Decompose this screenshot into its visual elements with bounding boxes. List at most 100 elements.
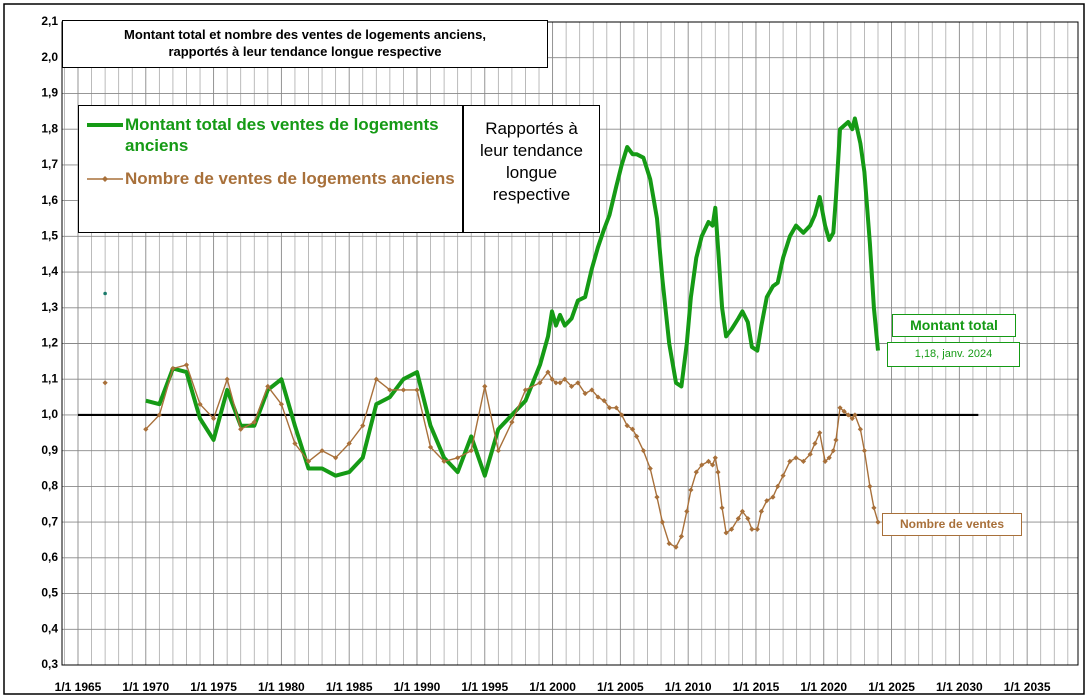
note-line: longue <box>505 163 558 182</box>
marker <box>693 469 699 475</box>
y-tick-label: 0,6 <box>41 550 58 564</box>
marker <box>699 462 705 468</box>
marker <box>568 383 575 389</box>
marker <box>582 390 588 397</box>
label-count: Nombre de ventes <box>882 513 1022 536</box>
title-line: rapportés à leur tendance longue respect… <box>168 44 442 59</box>
marker <box>852 412 858 418</box>
marker <box>143 426 149 432</box>
marker <box>684 508 690 514</box>
x-tick-label: 1/1 2030 <box>936 680 983 694</box>
marker <box>861 448 868 454</box>
plot-border <box>61 21 1079 666</box>
marker <box>210 415 217 422</box>
marker <box>224 376 230 382</box>
note-line: leur tendance <box>479 141 584 160</box>
marker <box>589 387 595 393</box>
marker <box>822 458 828 464</box>
y-tick-label: 1,3 <box>41 300 58 314</box>
legend-swatch <box>87 176 123 182</box>
marker <box>666 540 672 547</box>
marker <box>793 455 799 461</box>
marker <box>557 380 563 386</box>
marker <box>545 369 551 375</box>
x-tick-label: 1/1 1965 <box>55 680 102 694</box>
note-line: respective <box>492 185 571 204</box>
marker <box>745 515 751 522</box>
note-line: Rapportés à <box>485 119 578 138</box>
marker <box>812 440 818 447</box>
series-line <box>145 116 880 478</box>
legend-marker <box>102 176 108 182</box>
marker <box>319 448 325 454</box>
legend-label: Nombre de ventes de logements anciens <box>125 169 455 188</box>
marker <box>575 380 581 386</box>
y-tick-label: 1,5 <box>41 229 58 243</box>
x-tick-label: 1/1 2025 <box>868 680 915 694</box>
marker <box>780 473 786 479</box>
marker <box>156 412 162 418</box>
marker <box>183 362 190 368</box>
marker <box>414 387 420 393</box>
marker <box>845 412 851 418</box>
y-tick-label: 0,5 <box>41 586 58 600</box>
marker <box>495 448 501 454</box>
marker <box>509 419 515 425</box>
marker <box>830 448 836 454</box>
marker <box>841 408 847 414</box>
marker <box>764 498 770 504</box>
marker <box>749 526 755 532</box>
marker <box>673 544 679 550</box>
x-tick-label: 1/1 2020 <box>800 680 847 694</box>
y-tick-label: 1,0 <box>41 407 58 421</box>
marker <box>833 437 839 443</box>
y-tick-label: 1,6 <box>41 193 58 207</box>
x-tick-label: 1/1 1985 <box>326 680 373 694</box>
marker <box>817 430 823 436</box>
x-tick-label: 1/1 2010 <box>665 680 712 694</box>
legend: Montant total des ventes de logements an… <box>78 105 463 233</box>
y-tick-label: 1,7 <box>41 157 58 171</box>
x-tick-label: 1/1 2035 <box>1004 680 1051 694</box>
marker <box>265 383 271 389</box>
x-tick-label: 1/1 2000 <box>529 680 576 694</box>
y-tick-label: 2,1 <box>41 14 58 28</box>
y-tick-label: 0,4 <box>41 621 58 635</box>
marker <box>360 423 366 429</box>
marker <box>640 448 647 454</box>
marker <box>595 394 601 400</box>
marker <box>613 405 619 411</box>
y-tick-label: 1,8 <box>41 121 58 135</box>
label-total-value: 1,18, janv. 2024 <box>887 342 1020 367</box>
x-tick-label: 1/1 1995 <box>461 680 508 694</box>
marker <box>305 458 312 464</box>
x-tick-label: 1/1 2005 <box>597 680 644 694</box>
chart-title: Montant total et nombre des ventes de lo… <box>62 20 548 68</box>
y-tick-label: 2,0 <box>41 50 58 64</box>
marker <box>251 419 257 425</box>
marker <box>647 465 653 472</box>
marker <box>867 483 873 489</box>
marker <box>346 440 352 447</box>
legend-entry: Nombre de ventes de logements anciens <box>85 168 456 189</box>
frame <box>3 3 1085 695</box>
marker <box>292 440 298 447</box>
marker <box>553 380 559 386</box>
marker <box>654 494 660 500</box>
marker <box>787 458 793 464</box>
marker <box>619 412 625 418</box>
x-tick-label: 1/1 1975 <box>190 680 237 694</box>
legend-entry: Montant total des ventes de logements an… <box>85 114 456 156</box>
marker <box>601 398 607 404</box>
marker <box>562 376 568 382</box>
x-tick-label: 1/1 2015 <box>733 680 780 694</box>
x-tick-label: 1/1 1990 <box>394 680 441 694</box>
y-tick-label: 1,9 <box>41 86 58 100</box>
marker <box>624 423 630 429</box>
marker <box>102 380 108 386</box>
marker <box>537 380 543 386</box>
legend-swatch <box>87 123 123 127</box>
marker <box>712 455 718 461</box>
marker <box>728 526 735 532</box>
marker <box>849 415 855 422</box>
